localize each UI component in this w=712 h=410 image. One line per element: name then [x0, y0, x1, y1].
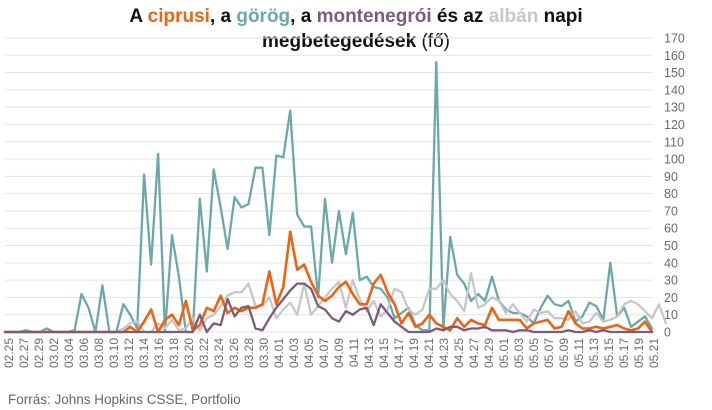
x-tick-label: 02.27 — [17, 338, 31, 368]
y-tick-label: 10 — [664, 308, 678, 322]
x-tick-label: 05.03 — [512, 338, 526, 368]
y-tick-label: 20 — [664, 291, 678, 305]
x-tick-label: 03.30 — [257, 338, 271, 368]
x-tick-label: 03.04 — [62, 338, 76, 368]
y-tick-label: 0 — [664, 326, 671, 340]
x-tick-label: 04.17 — [392, 338, 406, 368]
y-tick-label: 120 — [664, 118, 685, 132]
title-word-napi: napi — [538, 6, 583, 27]
x-tick-label: 03.16 — [152, 338, 166, 368]
x-tick-label: 03.06 — [77, 338, 91, 368]
x-tick-label: 05.17 — [617, 338, 631, 368]
series-line-montenegrói — [3, 282, 654, 334]
title-word-a-3: , a — [290, 6, 317, 27]
y-tick-label: 130 — [664, 101, 685, 115]
x-tick-label: 04.23 — [437, 338, 451, 368]
x-tick-label: 05.15 — [602, 338, 616, 368]
title-megbetegedesek: megbetegedések — [262, 31, 417, 52]
x-tick-label: 04.03 — [287, 338, 301, 368]
title-cyprus: ciprusi — [147, 6, 210, 27]
x-tick-label: 03.10 — [107, 338, 121, 368]
x-tick-label: 03.18 — [167, 338, 181, 368]
title-unit: (fő) — [421, 31, 450, 52]
x-tick-label: 03.20 — [182, 338, 196, 368]
x-tick-label: 04.27 — [467, 338, 481, 368]
x-tick-label: 03.22 — [197, 338, 211, 368]
title-word-a: A — [129, 6, 148, 27]
x-tick-label: 04.07 — [317, 338, 331, 368]
y-tick-label: 60 — [664, 222, 678, 236]
y-tick-label: 70 — [664, 204, 678, 218]
x-tick-label: 04.01 — [272, 338, 286, 368]
title-greek: görög — [236, 6, 291, 27]
x-tick-label: 05.09 — [557, 338, 571, 368]
x-tick-label: 03.12 — [122, 338, 136, 368]
chart-title-line-2: megbetegedések (fő) — [0, 29, 712, 54]
series-lines — [3, 61, 668, 334]
source-note: Forrás: Johns Hopkins CSSE, Portfolio — [8, 392, 241, 407]
x-tick-label: 05.19 — [632, 338, 646, 368]
x-tick-label: 04.11 — [347, 338, 361, 367]
x-tick-label: 02.29 — [32, 338, 46, 368]
x-tick-label: 05.07 — [542, 338, 556, 368]
chart-title: A ciprusi, a görög, a montenegrói és az … — [0, 4, 712, 54]
title-montenegro: montenegrói — [316, 6, 432, 27]
x-tick-label: 03.26 — [227, 338, 241, 368]
x-tick-label: 03.14 — [137, 338, 151, 368]
y-tick-label: 30 — [664, 274, 678, 288]
title-word-a-2: , a — [209, 6, 237, 27]
y-tick-label: 80 — [664, 187, 678, 201]
x-tick-label: 02.25 — [2, 338, 16, 368]
y-tick-label: 170 — [664, 32, 685, 46]
y-tick-label: 50 — [664, 239, 678, 253]
x-axis-ticks: 02.25 02.27 02.29 03.02 03.04 03.06 03.08 03.10… — [2, 338, 661, 368]
title-albania: albán — [488, 6, 539, 27]
y-tick-label: 160 — [664, 49, 685, 63]
y-tick-label: 90 — [664, 170, 678, 184]
x-tick-label: 04.09 — [332, 338, 346, 368]
x-tick-label: 05.13 — [587, 338, 601, 368]
x-tick-label: 04.05 — [302, 338, 316, 368]
x-tick-label: 04.13 — [362, 338, 376, 368]
y-tick-label: 100 — [664, 153, 685, 167]
x-tick-label: 04.25 — [452, 338, 466, 368]
x-tick-label: 04.29 — [482, 338, 496, 368]
y-axis-ticks: 0 10 20 30 40 50 60 70 80 90 100 110 120 130 140 150 160… — [664, 32, 685, 340]
y-tick-label: 40 — [664, 256, 678, 270]
y-tick-label: 150 — [664, 66, 685, 80]
x-tick-label: 05.05 — [527, 338, 541, 368]
x-tick-label: 03.28 — [242, 338, 256, 368]
x-tick-label: 04.19 — [407, 338, 421, 368]
x-tick-label: 04.15 — [377, 338, 391, 368]
x-tick-label: 05.01 — [497, 338, 511, 368]
x-tick-label: 03.08 — [92, 338, 106, 368]
x-tick-label: 03.02 — [47, 338, 61, 368]
x-tick-label: 03.24 — [212, 338, 226, 368]
x-tick-label: 05.21 — [647, 338, 661, 368]
grid-lines — [5, 37, 652, 333]
y-tick-label: 110 — [664, 135, 684, 149]
chart-title-line-1: A ciprusi, a görög, a montenegrói és az … — [0, 4, 712, 29]
title-word-es-az: és az — [431, 6, 489, 27]
y-tick-label: 140 — [664, 83, 685, 97]
x-tick-label: 04.21 — [422, 338, 436, 368]
x-tick-label: 05.11 — [572, 338, 586, 367]
